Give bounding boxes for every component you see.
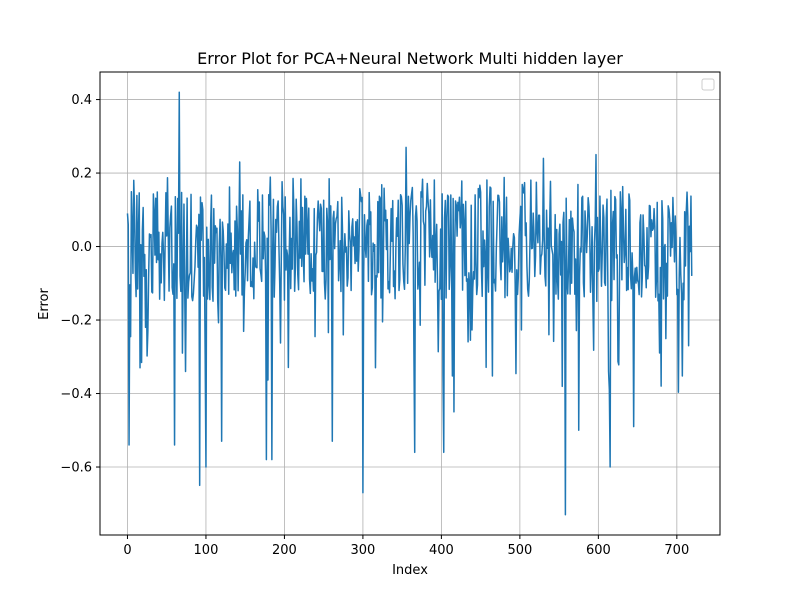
x-tick-label: 0 <box>123 543 131 558</box>
y-tick-label: −0.4 <box>60 387 92 402</box>
series-layer <box>126 91 693 516</box>
y-tick-label: 0.0 <box>71 240 92 255</box>
x-tick-label: 100 <box>194 543 219 558</box>
x-tick-label: 500 <box>507 543 532 558</box>
x-axis-ticks: 0 100 200 300 400 500 600 700 <box>123 535 689 558</box>
x-tick-label: 600 <box>586 543 611 558</box>
y-tick-label: 0.2 <box>71 167 92 182</box>
x-tick-label: 200 <box>272 543 297 558</box>
legend-box <box>701 78 715 91</box>
x-tick-label: 700 <box>664 543 689 558</box>
y-tick-label: −0.6 <box>60 461 92 476</box>
y-tick-label: 0.4 <box>71 93 92 108</box>
y-axis-ticks: −0.6 −0.4 −0.2 0.0 0.2 0.4 <box>60 93 100 476</box>
error-series-line <box>126 91 693 516</box>
plot-frame <box>99 71 721 536</box>
chart-title: Error Plot for PCA+Neural Network Multi … <box>197 49 623 68</box>
x-axis-label: Index <box>392 563 428 578</box>
y-tick-label: −0.2 <box>60 314 92 329</box>
x-tick-label: 300 <box>350 543 375 558</box>
y-axis-label: Error <box>37 288 52 320</box>
x-tick-label: 400 <box>429 543 454 558</box>
